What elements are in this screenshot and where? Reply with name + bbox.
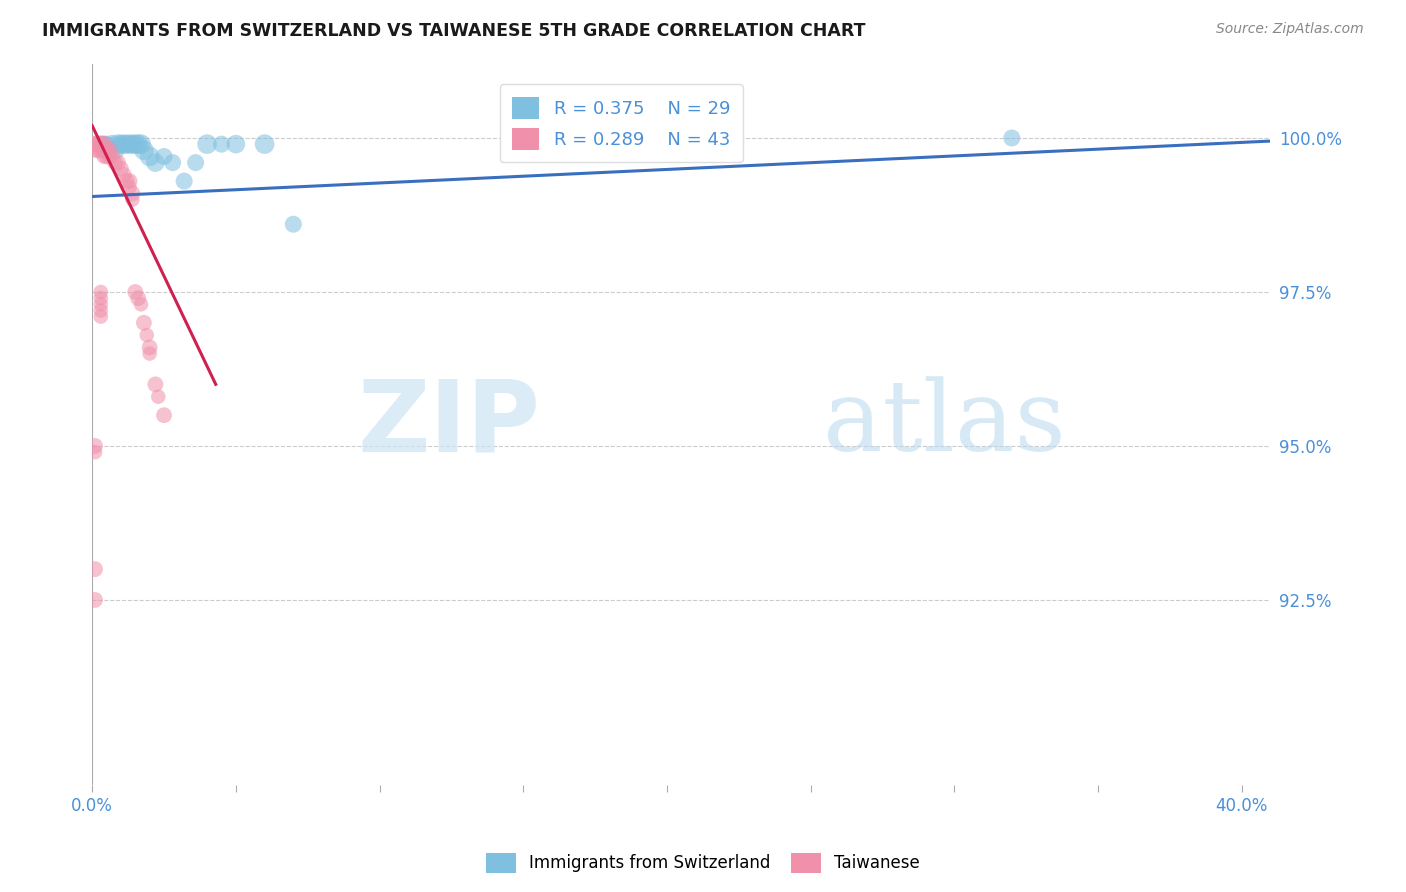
Point	[132, 143, 155, 157]
Point	[138, 346, 160, 360]
Text: atlas: atlas	[823, 376, 1066, 472]
Point	[84, 445, 107, 459]
Point	[138, 149, 160, 163]
Point	[713, 131, 735, 145]
Point	[135, 328, 157, 343]
Point	[121, 186, 143, 201]
Point	[107, 155, 129, 169]
Point	[184, 155, 207, 169]
Point	[112, 137, 135, 152]
Point	[153, 149, 176, 163]
Point	[124, 137, 146, 152]
Point	[90, 285, 112, 299]
Text: ZIP: ZIP	[357, 376, 540, 473]
Point	[84, 593, 107, 607]
Point	[98, 149, 121, 163]
Point	[145, 155, 167, 169]
Point	[87, 137, 110, 152]
Point	[121, 137, 143, 152]
Point	[90, 137, 112, 152]
Point	[162, 155, 184, 169]
Point	[110, 137, 132, 152]
Point	[138, 340, 160, 354]
Point	[87, 143, 110, 157]
Text: IMMIGRANTS FROM SWITZERLAND VS TAIWANESE 5TH GRADE CORRELATION CHART: IMMIGRANTS FROM SWITZERLAND VS TAIWANESE…	[42, 22, 866, 40]
Point	[104, 155, 127, 169]
Point	[148, 390, 170, 404]
Point	[98, 143, 121, 157]
Point	[90, 137, 112, 152]
Point	[84, 143, 107, 157]
Point	[112, 168, 135, 182]
Point	[132, 316, 155, 330]
Point	[90, 303, 112, 318]
Point	[118, 180, 141, 194]
Point	[101, 137, 124, 152]
Point	[93, 149, 115, 163]
Point	[96, 149, 118, 163]
Point	[110, 161, 132, 176]
Point	[127, 137, 149, 152]
Point	[145, 377, 167, 392]
Point	[118, 174, 141, 188]
Point	[90, 143, 112, 157]
Point	[121, 193, 143, 207]
Point	[84, 562, 107, 576]
Point	[115, 137, 138, 152]
Point	[153, 408, 176, 422]
Point	[129, 137, 152, 152]
Point	[84, 137, 107, 152]
Point	[93, 137, 115, 152]
Point	[96, 143, 118, 157]
Point	[101, 149, 124, 163]
Point	[104, 143, 127, 157]
Point	[195, 137, 218, 152]
Point	[127, 291, 149, 305]
Point	[211, 137, 233, 152]
Point	[225, 137, 247, 152]
Point	[96, 137, 118, 152]
Point	[90, 291, 112, 305]
Point	[107, 137, 129, 152]
Point	[93, 137, 115, 152]
Point	[173, 174, 195, 188]
Point	[283, 217, 305, 231]
Text: Source: ZipAtlas.com: Source: ZipAtlas.com	[1216, 22, 1364, 37]
Legend: R = 0.375    N = 29, R = 0.289    N = 43: R = 0.375 N = 29, R = 0.289 N = 43	[499, 84, 742, 162]
Legend: Immigrants from Switzerland, Taiwanese: Immigrants from Switzerland, Taiwanese	[479, 847, 927, 880]
Point	[124, 285, 146, 299]
Point	[90, 297, 112, 311]
Point	[1001, 131, 1024, 145]
Point	[98, 143, 121, 157]
Point	[253, 137, 276, 152]
Point	[115, 174, 138, 188]
Point	[84, 137, 107, 152]
Point	[129, 297, 152, 311]
Point	[93, 143, 115, 157]
Point	[90, 310, 112, 324]
Point	[84, 439, 107, 453]
Point	[118, 137, 141, 152]
